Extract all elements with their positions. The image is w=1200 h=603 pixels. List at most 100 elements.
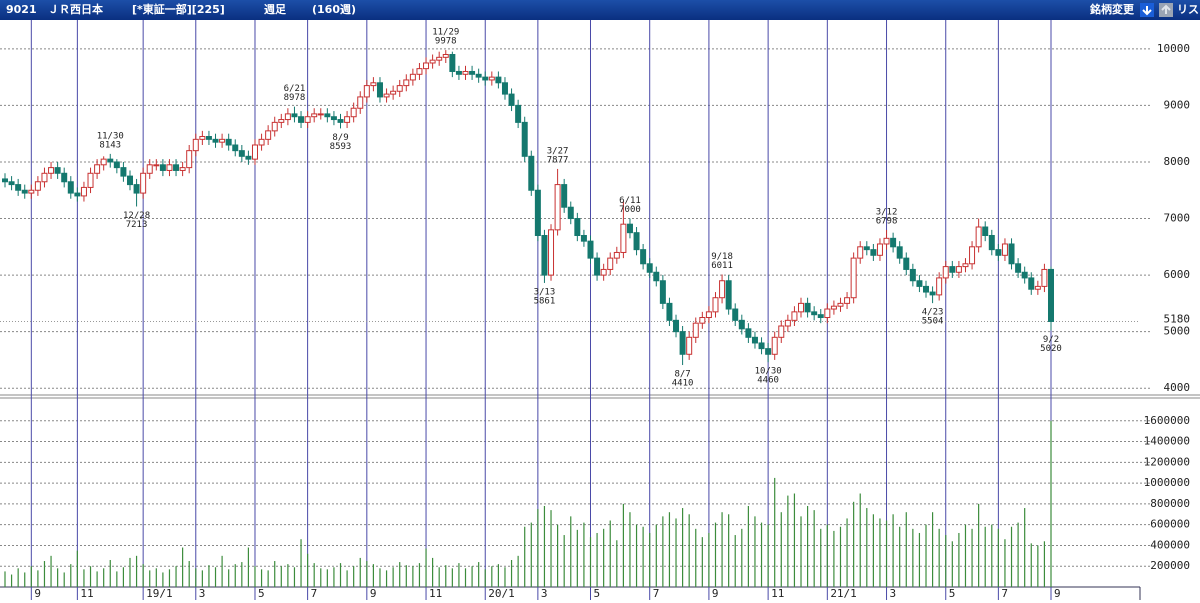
annotation-value: 8593 xyxy=(330,142,352,152)
candle-body xyxy=(719,280,726,299)
candle-body xyxy=(850,257,857,299)
candle-body xyxy=(699,317,706,324)
x-tick-label: 11 xyxy=(80,587,93,600)
x-tick-label: 7 xyxy=(311,587,318,600)
y-tick-label: 10000 xyxy=(1157,42,1190,55)
candle-body xyxy=(370,82,377,87)
candle-body xyxy=(1001,243,1008,256)
candle-body xyxy=(225,138,232,146)
candle-body xyxy=(219,138,226,143)
stock-code: 9021 xyxy=(6,3,37,16)
candle-body xyxy=(574,218,581,236)
candle-body xyxy=(67,181,74,194)
candle-body xyxy=(449,54,456,72)
x-tick-label: 9 xyxy=(712,587,719,600)
candle-body xyxy=(383,93,390,98)
candle-body xyxy=(561,184,568,208)
candle-body xyxy=(798,302,805,313)
candle-body xyxy=(949,266,956,273)
candle-body xyxy=(633,232,640,251)
candle-body xyxy=(666,302,673,321)
candle-body xyxy=(41,172,48,183)
candle-body xyxy=(324,113,331,118)
candle-body xyxy=(120,167,127,177)
candle-body xyxy=(251,144,258,160)
annotation-date: 3/27 xyxy=(547,146,569,156)
annotation-value: 7877 xyxy=(547,155,569,165)
candle-body xyxy=(409,73,416,81)
candle-body xyxy=(140,172,147,194)
candle-body xyxy=(745,328,752,338)
y-tick-label: 8000 xyxy=(1164,155,1191,168)
annotation-value: 9978 xyxy=(435,37,457,47)
candle-body xyxy=(330,116,337,121)
list-button[interactable]: リス xyxy=(1177,3,1199,16)
candle-body xyxy=(955,266,962,273)
candle-body xyxy=(133,184,140,194)
candle-body xyxy=(824,308,831,319)
candle-body xyxy=(311,113,318,118)
candle-body xyxy=(423,62,430,70)
candle-body xyxy=(265,130,272,140)
candle-body xyxy=(646,263,653,273)
y2-tick-label: 1600000 xyxy=(1144,414,1190,427)
candle-body xyxy=(765,348,772,355)
candle-body xyxy=(857,246,864,259)
candle-body xyxy=(107,158,114,163)
x-tick-label: 11 xyxy=(771,587,784,600)
candle-body xyxy=(28,189,35,194)
candle-body xyxy=(758,342,765,350)
x-tick-label: 21/1 xyxy=(830,587,857,600)
candle-body xyxy=(515,104,522,123)
y2-tick-label: 400000 xyxy=(1150,538,1190,551)
candle-body xyxy=(521,121,528,157)
candle-body xyxy=(298,116,305,123)
stock-name: ＪＲ西日本 xyxy=(48,2,103,16)
candle-body xyxy=(390,90,397,95)
annotation-value: 6798 xyxy=(876,216,898,226)
candle-body xyxy=(21,189,28,194)
candle-body xyxy=(548,229,555,276)
candle-body xyxy=(1041,268,1048,287)
candle-body xyxy=(626,223,633,234)
candle-body xyxy=(844,297,851,304)
annotation-date: 3/13 xyxy=(534,287,556,297)
candle-body xyxy=(469,70,476,75)
candle-body xyxy=(653,271,660,282)
candle-body xyxy=(455,70,462,75)
annotation-value: 4410 xyxy=(672,379,694,389)
candle-body xyxy=(692,322,699,338)
candle-body xyxy=(587,240,594,259)
candle-body xyxy=(659,280,666,304)
candle-body xyxy=(883,237,890,245)
candle-body xyxy=(166,164,173,171)
candle-body xyxy=(936,277,943,296)
candle-body xyxy=(2,178,8,183)
candle-body xyxy=(8,181,15,186)
y-tick-label: 6000 xyxy=(1164,268,1191,281)
candle-body xyxy=(258,138,265,146)
change-button[interactable]: 銘柄変更 xyxy=(1090,2,1135,16)
annotation-value: 8978 xyxy=(284,93,306,103)
annotation-value: 5861 xyxy=(534,296,556,306)
x-tick-label: 7 xyxy=(1001,587,1008,600)
annotation-date: 10/30 xyxy=(755,367,782,377)
candle-body xyxy=(173,164,180,171)
candle-body xyxy=(751,336,758,344)
annotation-date: 11/30 xyxy=(97,131,124,141)
annotation-value: 6011 xyxy=(711,261,733,271)
x-tick-label: 3 xyxy=(890,587,897,600)
y-tick-label: 4000 xyxy=(1164,381,1191,394)
candle-body xyxy=(1015,263,1022,273)
candle-body xyxy=(975,226,982,248)
x-tick-label: 5 xyxy=(258,587,265,600)
candle-body xyxy=(94,164,101,174)
candle-body xyxy=(396,85,403,92)
candle-body xyxy=(673,319,680,333)
candle-body xyxy=(304,116,311,123)
candle-body xyxy=(159,164,166,171)
candle-body xyxy=(495,76,502,84)
down-icon xyxy=(1142,6,1152,16)
x-tick-label: 3 xyxy=(541,587,548,600)
